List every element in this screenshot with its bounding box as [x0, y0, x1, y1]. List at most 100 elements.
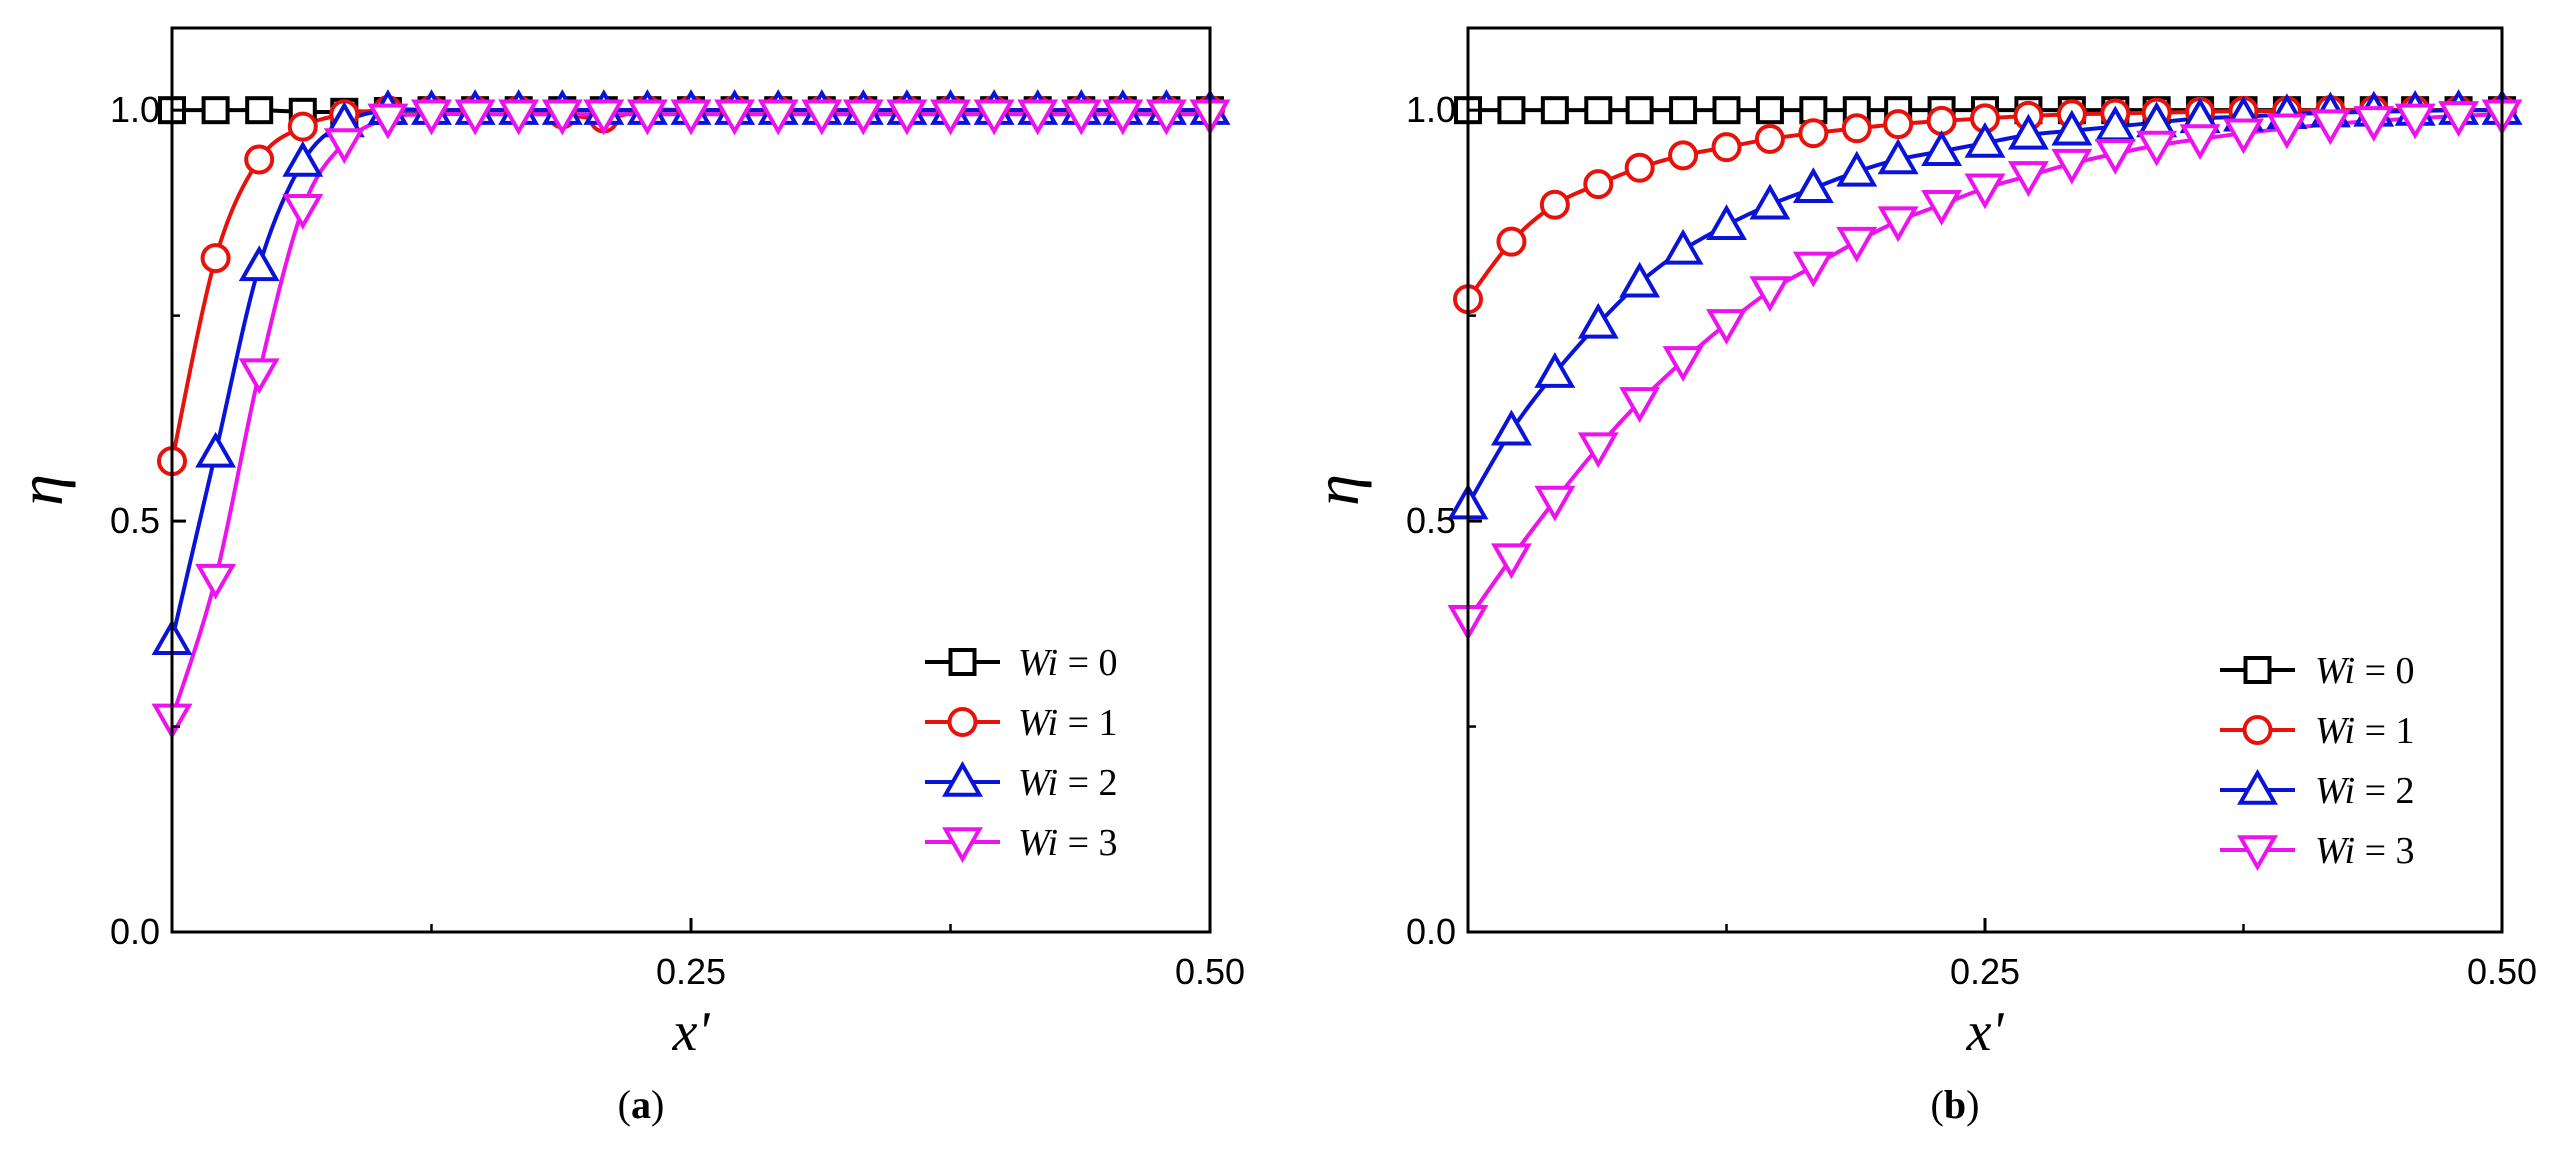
legend-var: Wi — [1018, 762, 1058, 804]
data-point — [282, 194, 324, 230]
data-point — [1490, 543, 1532, 580]
caption-a-open: ( — [618, 1082, 631, 1127]
data-point — [930, 99, 971, 136]
data-point — [1877, 206, 1919, 243]
data-point — [1584, 96, 1613, 125]
data-point — [1706, 309, 1747, 345]
legend-var: Wi — [2315, 710, 2355, 752]
y-tick-label: 0.0 — [110, 911, 160, 952]
data-point — [1496, 226, 1527, 257]
panel-b: 0.25 0.500.00.51.0 x' η Wi = 0Wi = 1Wi = … — [1301, 26, 2537, 1127]
data-point — [2309, 109, 2351, 146]
x-tick-label: 0.25 — [656, 951, 726, 992]
tick-labels-a: 0.25 0.50 0.0 0.5 1.0 — [110, 89, 1245, 992]
legend-entry: Wi = 2 — [1018, 762, 1118, 804]
data-point — [411, 99, 452, 136]
data-point — [1583, 169, 1614, 200]
data-point — [201, 96, 230, 125]
data-point — [1668, 140, 1699, 171]
data-point — [541, 99, 583, 136]
legend-value: = 0 — [1058, 642, 1117, 684]
y-tick-label: 0.5 — [110, 500, 160, 541]
legend-entry: Wi = 3 — [1018, 822, 1118, 864]
data-point — [670, 99, 712, 136]
series-line — [170, 111, 1210, 719]
legend-entry: Wi = 1 — [2315, 710, 2415, 752]
ticks-b — [1468, 108, 2504, 934]
x-tick-label: 0.25 — [1950, 951, 2020, 992]
data-point — [2179, 124, 2221, 160]
legend-marker — [2242, 715, 2273, 745]
data-point — [2094, 138, 2136, 175]
legend-value: = 1 — [2355, 710, 2414, 752]
data-point — [1841, 113, 1872, 144]
data-point — [1662, 228, 1704, 265]
x-tick-label: 0.50 — [1175, 951, 1245, 992]
legend-var: Wi — [2315, 650, 2355, 692]
data-point — [1577, 302, 1619, 339]
data-point — [323, 128, 365, 165]
caption-a-letter: a — [631, 1082, 651, 1127]
data-point — [1624, 152, 1655, 183]
data-point — [287, 111, 318, 142]
caption-b-close: ) — [1966, 1082, 1979, 1127]
data-point — [1755, 96, 1784, 125]
legend-var: Wi — [1018, 822, 1058, 864]
legend-entry: Wi = 1 — [1018, 702, 1118, 744]
legend-value: = 2 — [1058, 762, 1117, 804]
legend-value: = 3 — [1058, 822, 1117, 864]
legend-var: Wi — [1018, 702, 1058, 744]
data-point — [1964, 173, 2006, 210]
legend-a: Wi = 0Wi = 1Wi = 2Wi = 3 — [925, 642, 1118, 864]
legend-marker — [2243, 656, 2272, 684]
data-point — [195, 431, 237, 468]
y-tick-label: 1.0 — [110, 89, 160, 130]
data-point — [1792, 251, 1834, 288]
tick-labels-b: 0.25 0.50 0.0 0.5 1.0 — [1406, 89, 2537, 992]
y-axis-label-a: η — [5, 474, 76, 506]
data-point — [973, 99, 1015, 136]
data-point — [1836, 150, 1878, 187]
data-point — [626, 99, 668, 136]
data-point — [1662, 346, 1704, 382]
data-point — [1540, 96, 1569, 125]
data-point — [1754, 123, 1785, 154]
data-point — [1798, 118, 1829, 149]
legend-value: = 0 — [2355, 650, 2414, 692]
data-point — [1017, 99, 1059, 136]
data-point — [2136, 130, 2178, 167]
data-point — [886, 99, 928, 136]
data-point — [757, 99, 799, 136]
legend-marker — [2237, 768, 2278, 805]
data-point — [282, 140, 324, 177]
data-point — [2007, 161, 2049, 197]
caption-b-letter: b — [1944, 1082, 1966, 1127]
caption-a: (a) — [618, 1082, 665, 1127]
y-tick-label: 0.0 — [1406, 911, 1456, 952]
data-point — [583, 99, 625, 136]
legend-entry: Wi = 3 — [2315, 830, 2415, 872]
data-point — [842, 99, 884, 136]
data-point — [238, 245, 280, 282]
legend-entry: Wi = 0 — [1018, 642, 1118, 684]
data-point — [1792, 167, 1834, 204]
legend-value: = 3 — [2355, 830, 2414, 872]
legend-marker — [942, 760, 983, 797]
data-point — [238, 358, 280, 395]
curves-a — [170, 107, 1210, 719]
series-line — [1466, 108, 2503, 506]
x-tick-label: 0.50 — [2467, 951, 2537, 992]
data-point — [1625, 96, 1654, 125]
data-point — [1577, 432, 1619, 469]
legend-marker — [942, 827, 983, 864]
data-point — [1749, 183, 1791, 220]
data-point — [1921, 130, 1963, 167]
data-point — [1669, 96, 1698, 125]
data-point — [2266, 113, 2308, 150]
data-point — [2051, 148, 2093, 185]
ticks-a — [172, 108, 1212, 934]
data-point — [454, 99, 496, 136]
data-point — [244, 144, 275, 175]
legend-var: Wi — [2315, 830, 2355, 872]
